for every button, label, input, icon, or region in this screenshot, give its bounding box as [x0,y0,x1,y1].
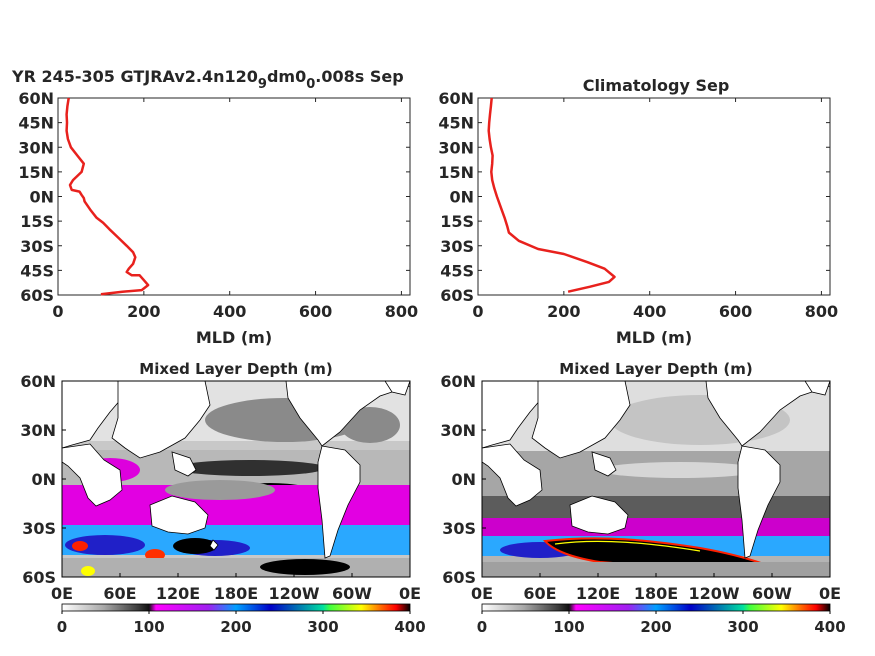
colorbar-tick-label: 100 [133,618,164,636]
title-left: YR 245-305 GTJRAv2.4n1209dm00.008s Sep [11,67,404,92]
map-x-tick-label: 0E [819,584,841,603]
subtropical-dark [482,496,830,521]
yellow-spot [81,566,95,576]
x-tick-label: 200 [547,302,580,321]
map-title-left: Mixed Layer Depth (m) [139,360,332,378]
y-tick-label: 30N [18,138,54,157]
y-tick-label: 60S [440,286,474,305]
map-y-tick-label: 60N [20,372,56,391]
x-tick-label: 200 [127,302,160,321]
map-x-tick-label: 120E [156,584,200,603]
x-tick-label: 600 [719,302,752,321]
map-x-tick-label: 60E [103,584,136,603]
x-tick-label: 400 [213,302,246,321]
colorbar-tick-label: 300 [307,618,338,636]
colorbar-tick-label: 400 [394,618,425,636]
y-tick-label: 30S [440,237,474,256]
mld-profile-line [487,97,616,293]
x-tick-label: 800 [805,302,838,321]
map-y-tick-label: 30S [22,519,56,538]
south-pacific-gray [165,480,275,500]
map-x-tick-label: 0E [399,584,421,603]
title-right: Climatology Sep [583,76,730,95]
land-left [62,381,410,559]
y-tick-label: 0N [449,188,474,207]
colorbar-left: 0 100 200 300 400 [57,603,426,636]
y-tick-label: 45N [438,114,474,133]
colorbar-tick-label: 300 [727,618,758,636]
y-tick-label: 45S [20,261,54,280]
black-patch-1 [173,538,217,554]
map-y-tick-label: 60S [442,568,476,587]
map-x-tick-label: 120E [576,584,620,603]
plot-frame [477,97,831,296]
y-tick-label: 45N [18,114,54,133]
map-x-tick-label: 60W [332,584,372,603]
x-tick-label: 600 [299,302,332,321]
y-tick-label: 0N [29,188,54,207]
map-y-tick-label: 30S [442,519,476,538]
colorbar-right: 0 100 200 300 400 [477,603,846,636]
y-tick-label: 60N [438,89,474,108]
x-tick-label: 800 [385,302,418,321]
red-spot-1 [72,541,88,551]
map-x-tick-label: 180E [214,584,258,603]
map-y-tick-label: 0N [451,470,476,489]
map-x-tick-label: 60W [752,584,792,603]
y-tick-label: 15S [20,212,54,231]
x-axis-label: MLD (m) [616,328,692,347]
colorbar-tick-label: 0 [477,618,487,636]
deep-blue-1 [65,535,145,555]
acc-yellow-edge [554,540,701,552]
y-tick-label: 30N [438,138,474,157]
x-axis-label: MLD (m) [196,328,272,347]
colorbar-tick-label: 400 [814,618,845,636]
y-tick-label: 15N [18,163,54,182]
map-y-tick-label: 0N [31,470,56,489]
y-tick-label: 15N [438,163,474,182]
mld-profile-line [65,97,150,296]
colorbar-tick-label: 200 [220,618,251,636]
colorbar-tick-label: 0 [57,618,67,636]
map-title-right: Mixed Layer Depth (m) [559,360,752,378]
x-tick-label: 0 [52,302,63,321]
y-tick-label: 60N [18,89,54,108]
map-x-tick-label: 120W [688,584,739,603]
y-tick-label: 15S [440,212,474,231]
x-tick-label: 0 [472,302,483,321]
x-tick-label: 400 [633,302,666,321]
map-x-tick-label: 120W [268,584,319,603]
southern-gray [482,562,830,577]
equatorial-dark [175,460,325,476]
equatorial-light [600,462,760,478]
colorbar-tick-label: 200 [640,618,671,636]
profile-panel-right: 0 200 400 600 800 60N 45N 30N 15N 0N 15S 30S 45S 60S M… [438,89,838,347]
map-y-tick-label: 60N [440,372,476,391]
map-x-tick-label: 0E [51,584,73,603]
map-x-tick-label: 0E [471,584,493,603]
y-tick-label: 60S [20,286,54,305]
map-x-tick-label: 60E [523,584,556,603]
y-tick-label: 30S [20,237,54,256]
map-y-tick-label: 60S [22,568,56,587]
land-right [482,381,830,559]
colorbar-tick-label: 100 [553,618,584,636]
map-y-tick-label: 30N [20,421,56,440]
map-y-tick-label: 30N [440,421,476,440]
plot-frame [57,97,411,296]
y-tick-label: 45S [440,261,474,280]
south-black-pool [260,559,350,575]
profile-panel-left: 0 200 400 600 800 60N 45N 30N 15N 0N 15S 30S 45S 60S M… [18,89,418,347]
map-x-tick-label: 180E [634,584,678,603]
